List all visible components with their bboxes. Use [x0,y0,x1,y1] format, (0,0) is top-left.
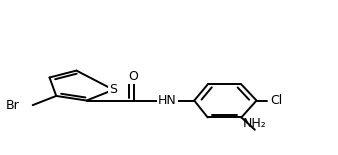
Text: Cl: Cl [270,94,282,107]
Text: S: S [110,83,118,96]
Text: HN: HN [158,94,177,107]
Text: NH₂: NH₂ [243,117,267,130]
Text: Br: Br [5,99,19,112]
Text: O: O [129,70,139,83]
